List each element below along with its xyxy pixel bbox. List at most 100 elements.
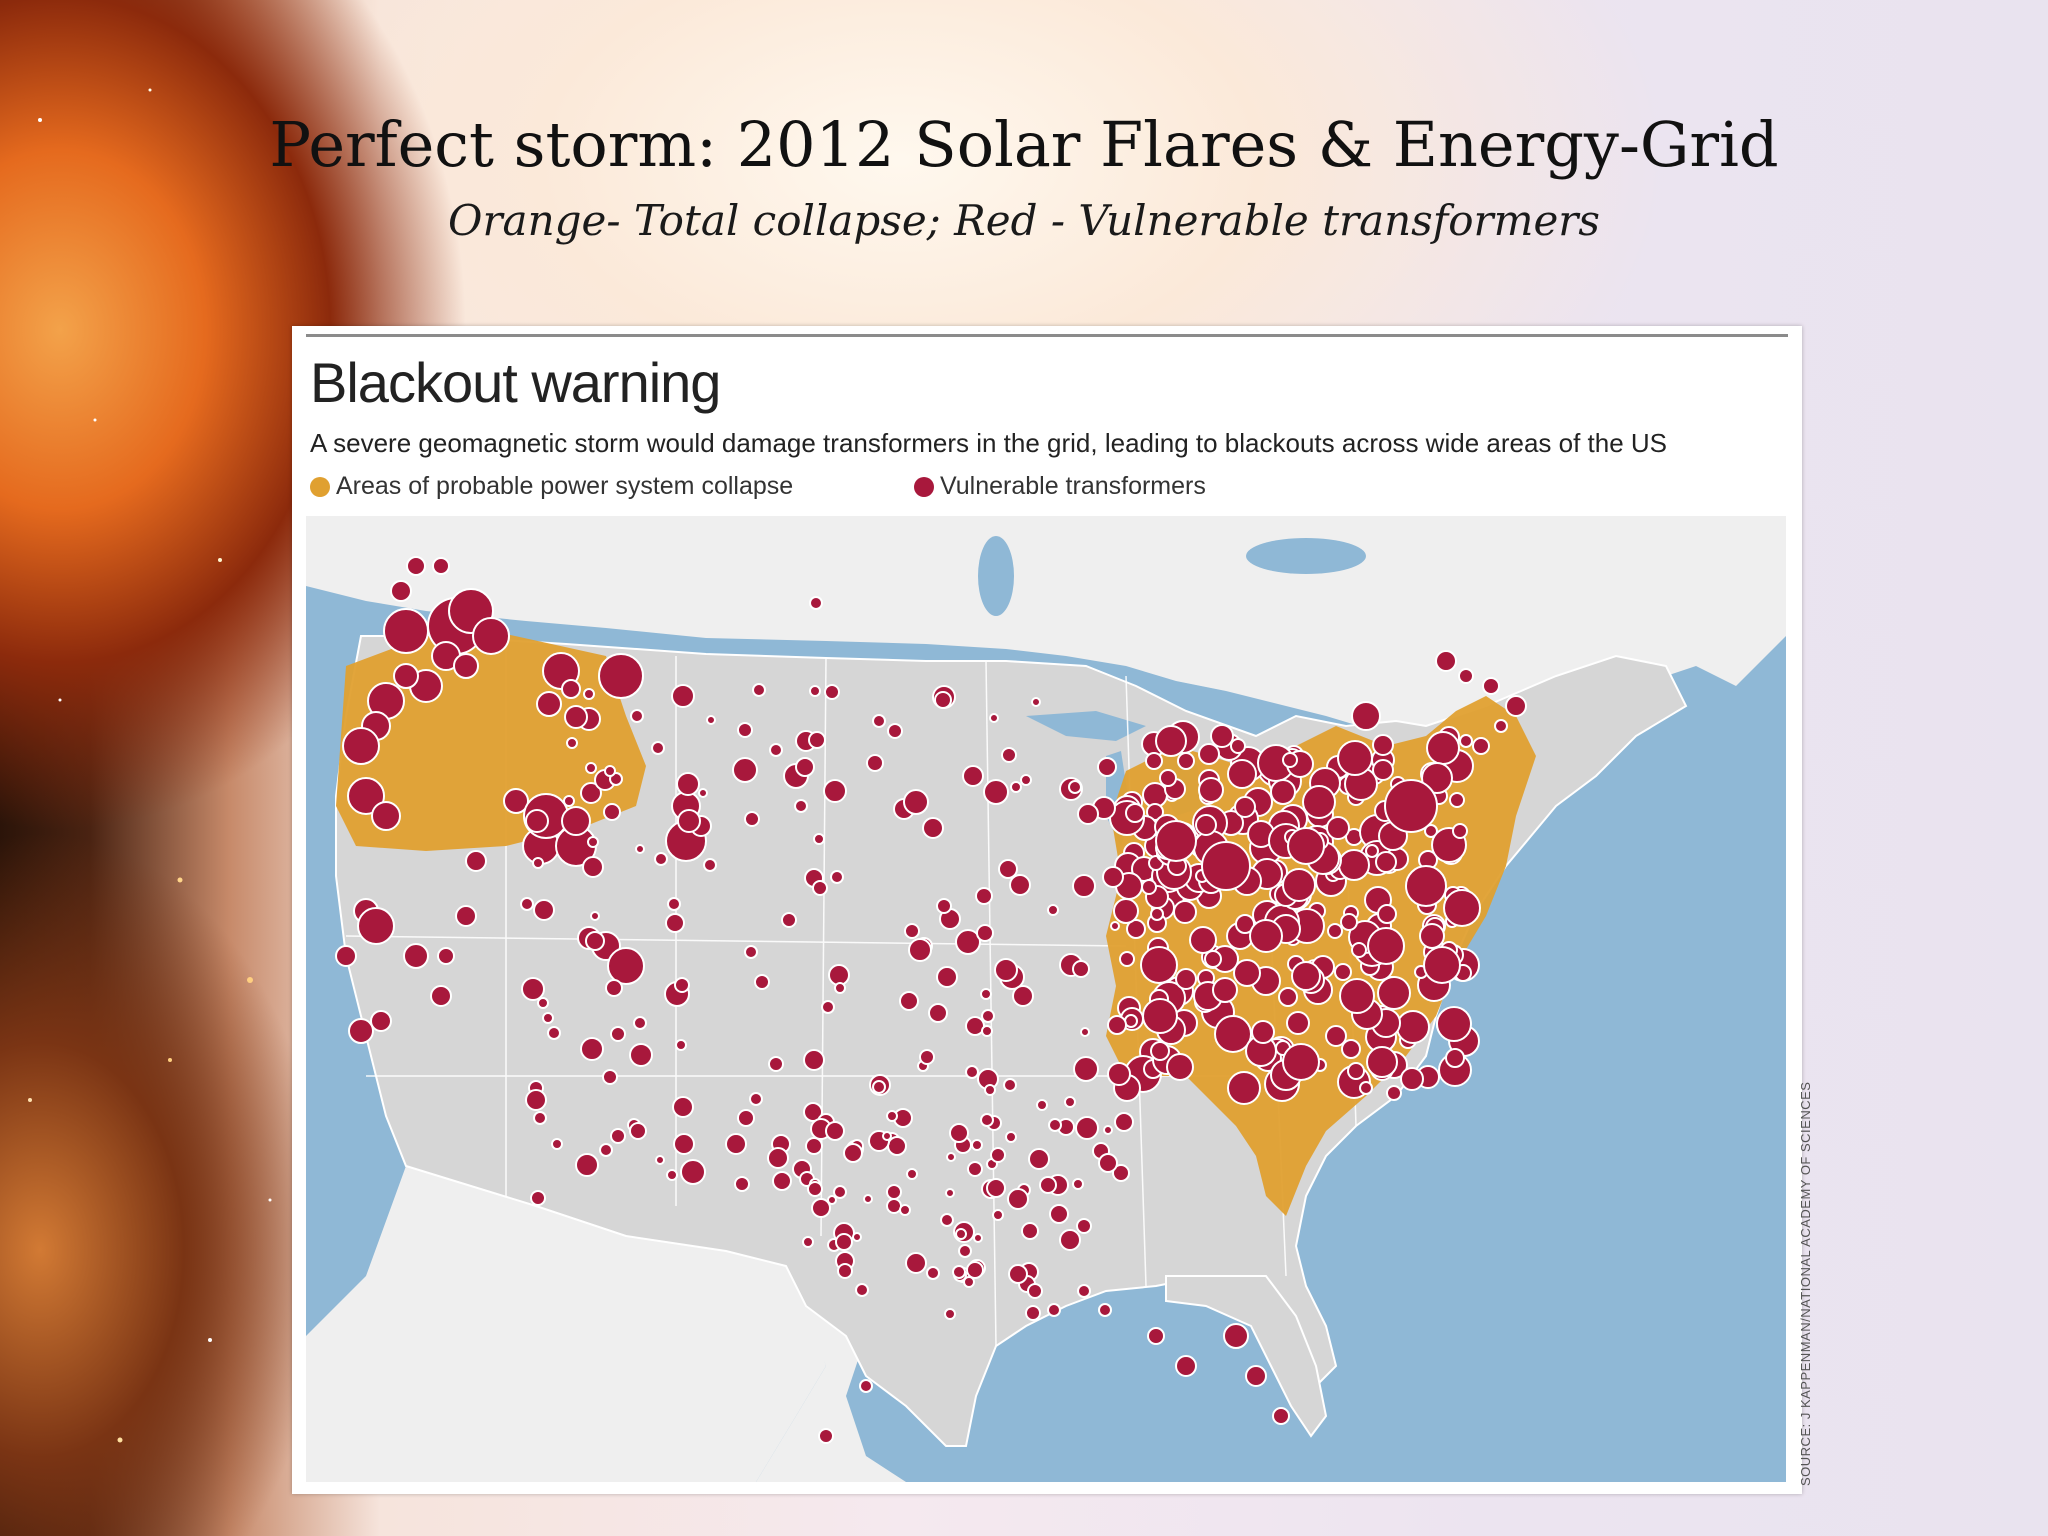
transformer-dot: [1028, 1148, 1050, 1170]
transformer-dot: [852, 1232, 862, 1242]
transformer-dot: [905, 1252, 927, 1274]
hudson-bay-edge: [1246, 538, 1366, 574]
transformer-dot: [752, 683, 766, 697]
transformer-dot: [1212, 977, 1238, 1003]
transformer-dot: [1077, 803, 1099, 825]
transformer-dot: [772, 1171, 792, 1191]
transformer-dot: [1147, 1327, 1165, 1345]
transformer-dot: [926, 1266, 940, 1280]
transformer-dot: [406, 556, 426, 576]
transformer-dot: [635, 844, 645, 854]
legend-collapse: Areas of probable power system collapse: [310, 472, 793, 501]
transformer-dot: [1223, 1323, 1249, 1349]
transformer-dot: [1282, 1043, 1320, 1081]
transformer-dot: [769, 743, 783, 757]
transformer-dot: [1003, 1078, 1017, 1092]
transformer-dot: [754, 974, 770, 990]
transformer-dot: [1198, 743, 1220, 765]
transformer-dot: [899, 1204, 911, 1216]
transformer-dot: [1400, 1067, 1424, 1091]
lake-winnipeg: [978, 536, 1014, 616]
transformer-dot: [908, 938, 932, 962]
transformer-dot: [430, 985, 452, 1007]
transformer-dot: [980, 988, 992, 1000]
transformer-dot: [955, 1228, 967, 1240]
transformer-dot: [564, 705, 588, 729]
transformer-dot: [1302, 785, 1336, 819]
transformer-dot: [437, 947, 455, 965]
lake-superior: [1026, 711, 1146, 741]
transformer-dot: [566, 737, 578, 749]
transformer-dot: [1159, 769, 1177, 787]
transformer-dot: [949, 1123, 969, 1143]
transformer-dot: [629, 1122, 647, 1140]
transformer-dot: [768, 1056, 784, 1072]
transformer-dot: [1103, 1125, 1113, 1135]
transformer-dot: [1234, 796, 1256, 818]
transformer-dot: [1007, 1188, 1029, 1210]
transformer-dot: [603, 803, 621, 821]
transformer-dot: [1227, 1071, 1261, 1105]
transformer-dot: [575, 1153, 599, 1177]
source-credit: SOURCE: J KAPPENMAN/NATIONAL ACADEMY OF …: [1780, 1082, 1813, 1486]
transformer-dot: [1097, 757, 1117, 777]
transformer-dot: [1010, 781, 1022, 793]
transformer-dot: [357, 907, 395, 945]
transformer-dot: [630, 709, 644, 723]
transformer-dot: [936, 898, 952, 914]
transformer-dot: [1048, 1118, 1062, 1132]
transformer-dot: [542, 1012, 554, 1024]
transformer-dot: [1102, 866, 1124, 888]
transformer-dot: [590, 911, 600, 921]
transformer-dot: [1177, 752, 1195, 770]
transformer-dot: [1286, 1011, 1310, 1035]
transformer-dot: [585, 931, 605, 951]
transformer-dot: [971, 1139, 983, 1151]
transformer-dot: [605, 979, 623, 997]
transformer-dot: [827, 1195, 837, 1205]
transformer-dot: [781, 912, 797, 928]
transformer-dot: [1291, 961, 1321, 991]
transformer-dot: [1435, 650, 1457, 672]
transformer-dot: [992, 1209, 1004, 1221]
transformer-dot: [1270, 779, 1296, 805]
transformer-dot: [1375, 851, 1397, 873]
transformer-dot: [1377, 976, 1411, 1010]
transformer-dot: [1272, 1407, 1290, 1425]
transformer-dot: [371, 801, 401, 831]
transformer-dot: [808, 731, 826, 749]
transformer-dot: [1047, 904, 1059, 916]
transformer-dot: [1150, 1041, 1170, 1061]
transformer-dot: [1039, 1176, 1057, 1194]
transformer-dot: [976, 924, 994, 942]
transformer-dot: [994, 958, 1018, 982]
transformer-dot: [1325, 1025, 1347, 1047]
us-map: [306, 516, 1786, 1482]
transformer-dot: [1421, 762, 1453, 794]
transformer-dot: [633, 1016, 647, 1030]
transformer-dot: [651, 741, 665, 755]
transformer-dot: [1005, 1131, 1017, 1143]
transformer-dot: [966, 1261, 984, 1279]
transformer-dot: [455, 905, 477, 927]
transformer-dot: [843, 1143, 863, 1163]
transformer-dot: [599, 1143, 613, 1157]
legend-collapse-label: Areas of probable power system collapse: [336, 472, 794, 500]
transformer-dot: [1214, 1015, 1252, 1053]
transformer-dot: [1020, 774, 1032, 786]
transformer-dot: [834, 982, 846, 994]
transformer-dot: [805, 1137, 823, 1155]
transformer-dot: [922, 817, 944, 839]
transformer-dot: [906, 1168, 918, 1180]
transformer-dot: [583, 688, 595, 700]
transformer-dot: [655, 1155, 665, 1165]
transformer-dot: [1326, 816, 1350, 840]
transformer-dot: [1025, 1305, 1041, 1321]
transformer-dot: [1027, 1283, 1043, 1299]
transformer-dot: [1449, 792, 1465, 808]
transformer-dot: [1372, 734, 1394, 756]
transformer-dot: [734, 1176, 750, 1192]
transformer-dot: [671, 684, 695, 708]
transformer-dot: [928, 1003, 948, 1023]
transformer-dot: [835, 1233, 853, 1251]
